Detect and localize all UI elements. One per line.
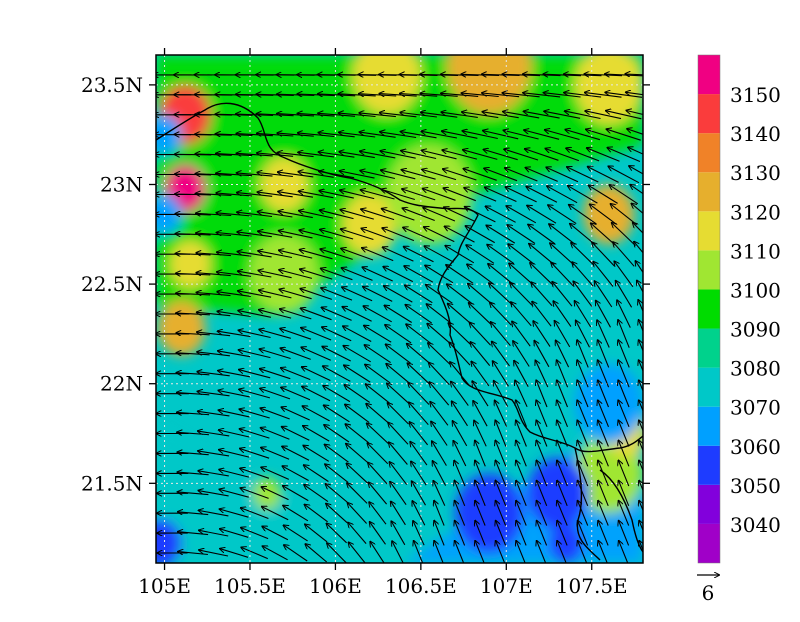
colorbar-label: 3050: [730, 474, 781, 498]
field-feature: [141, 519, 182, 567]
colorbar-label: 3140: [730, 122, 781, 146]
y-tick-label: 21.5N: [81, 471, 143, 495]
colorbar-label: 3130: [730, 161, 781, 185]
x-tick-label: 106.5E: [385, 574, 457, 598]
reference-vector: 6: [697, 575, 719, 605]
y-tick-label: 23.5N: [81, 73, 143, 97]
colorbar-label: 3120: [730, 200, 781, 224]
colorbar-swatch: [698, 329, 720, 368]
field-feature: [446, 15, 531, 115]
colorbar-swatch: [698, 55, 720, 94]
colorbar-swatch: [698, 172, 720, 211]
colorbar-swatch: [698, 368, 720, 407]
colorbar-swatch: [698, 446, 720, 485]
y-tick-label: 23N: [100, 172, 143, 196]
colorbar-label: 3150: [730, 83, 781, 107]
field-feature: [575, 364, 643, 444]
colorbar-swatch: [698, 289, 720, 328]
plot-area: 105E 105.5E 106E 106.5E 107E 107.5E 21.5N 22N 22…: [81, 15, 663, 598]
field-feature: [253, 477, 280, 509]
x-tick-label: 105.5E: [214, 574, 286, 598]
x-tick-label: 107.5E: [556, 574, 628, 598]
x-tick-label: 105E: [138, 574, 191, 598]
colorbar-label: 3090: [730, 318, 781, 342]
colorbar-label: 3060: [730, 435, 781, 459]
field-feature: [158, 300, 206, 356]
reference-vector-label: 6: [702, 581, 715, 605]
colorbar-swatch: [698, 211, 720, 250]
x-tick-label: 106E: [309, 574, 362, 598]
colorbar-swatch: [698, 133, 720, 172]
colorbar-label: 3100: [730, 278, 781, 302]
colorbar-swatch: [698, 250, 720, 289]
colorbar-label: 3040: [730, 513, 781, 537]
field-feature: [583, 184, 634, 244]
colorbar-swatch: [698, 524, 720, 563]
y-tick-label: 22.5N: [81, 272, 143, 296]
colorbar-label: 3070: [730, 396, 781, 420]
colorbar: 3040 3050 3060 3070 3080 3090 3100 3110 3120 3130…: [698, 55, 781, 563]
y-tick-label: 22N: [100, 372, 143, 396]
colorbar-label: 3110: [730, 239, 781, 263]
x-tick-label: 107E: [480, 574, 533, 598]
colorbar-label: 3080: [730, 357, 781, 381]
colorbar-swatch: [698, 407, 720, 446]
colorbar-swatch: [698, 94, 720, 133]
field-feature: [250, 234, 318, 314]
field-feature: [170, 240, 211, 288]
colorbar-swatch: [698, 485, 720, 524]
